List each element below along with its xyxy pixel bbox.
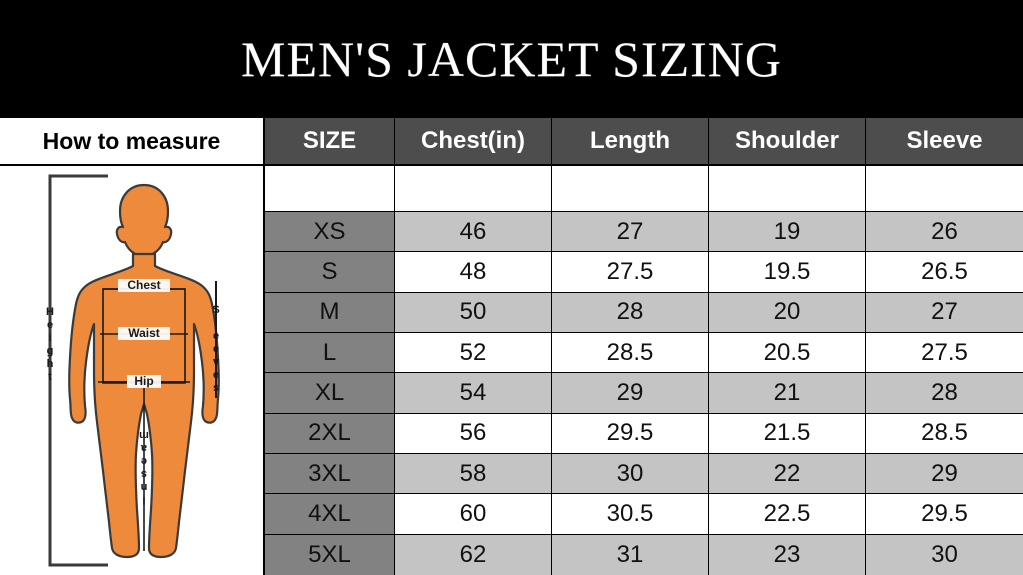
size-cell: L [265,332,395,374]
male-figure-silhouette [68,183,220,559]
inseam-label: Inseam [138,428,150,506]
size-table: How to measure [0,118,1023,575]
sleeve-cell: 28.5 [866,413,1023,454]
how-to-measure-column: How to measure [0,118,265,575]
table-row: 2XL 56 29.5 21.5 28.5 [265,413,1023,454]
spacer-cell [265,166,395,212]
shoulder-cell: 21.5 [709,413,866,454]
column-header-length: Length [552,118,709,166]
shoulder-cell: 21 [709,373,866,414]
shoulder-cell: 19 [709,212,866,253]
shoulder-cell: 22 [709,453,866,495]
length-cell: 31 [552,534,709,575]
size-cell: 3XL [265,453,395,495]
table-row: M 50 28 20 27 [265,292,1023,333]
shoulder-cell: 22.5 [709,494,866,535]
chest-cell: 56 [395,413,552,454]
shoulder-cell: 20.5 [709,332,866,374]
chest-cell: 60 [395,494,552,535]
table-header-row: SIZE Chest(in) Length Shoulder Sleeve [265,118,1023,166]
length-cell: 29 [552,373,709,414]
size-cell: XS [265,212,395,253]
length-cell: 28.5 [552,332,709,374]
length-cell: 30 [552,453,709,495]
hip-label: Hip [134,374,153,388]
table-row: XS 46 27 19 26 [265,212,1023,253]
sleeve-cell: 28 [866,373,1023,414]
size-cell: M [265,292,395,333]
size-cell: 4XL [265,494,395,535]
sleeve-cell: 26 [866,212,1023,253]
how-to-measure-header: How to measure [0,118,263,166]
body-measurement-diagram: Chest Waist Hip [0,166,263,575]
height-label: Height [44,306,56,384]
chest-cell: 58 [395,453,552,495]
column-header-chest: Chest(in) [395,118,552,166]
shoulder-cell: 20 [709,292,866,333]
size-cell: 5XL [265,534,395,575]
title-bar: MEN'S JACKET SIZING [0,0,1023,118]
column-header-shoulder: Shoulder [709,118,866,166]
page-title: MEN'S JACKET SIZING [241,31,782,87]
spacer-cell [866,166,1023,212]
length-cell: 27.5 [552,252,709,293]
length-cell: 28 [552,292,709,333]
table-row: L 52 28.5 20.5 27.5 [265,332,1023,374]
height-bracket [48,174,108,567]
spacer-cell [395,166,552,212]
sleeve-cell: 30 [866,534,1023,575]
sleeve-cell: 29 [866,453,1023,495]
table-row: S 48 27.5 19.5 26.5 [265,252,1023,293]
length-cell: 29.5 [552,413,709,454]
waist-label: Waist [128,326,160,340]
shoulder-cell: 19.5 [709,252,866,293]
length-cell: 30.5 [552,494,709,535]
chest-cell: 54 [395,373,552,414]
spacer-cell [552,166,709,212]
chest-cell: 50 [395,292,552,333]
sleeve-cell: 26.5 [866,252,1023,293]
table-row: 5XL 62 31 23 30 [265,534,1023,575]
table-row: 4XL 60 30.5 22.5 29.5 [265,494,1023,535]
spacer-cell [709,166,866,212]
how-to-measure-body: Chest Waist Hip Height Sleeves Inseam [0,166,263,575]
sleeves-label: Sleeves [210,304,222,395]
column-header-sleeve: Sleeve [866,118,1023,166]
sleeve-cell: 27.5 [866,332,1023,374]
sleeve-cell: 29.5 [866,494,1023,535]
column-header-size: SIZE [265,118,395,166]
length-cell: 27 [552,212,709,253]
chest-label: Chest [127,278,160,292]
shoulder-cell: 23 [709,534,866,575]
chest-cell: 62 [395,534,552,575]
size-cell: 2XL [265,413,395,454]
size-cell: S [265,252,395,293]
chest-cell: 48 [395,252,552,293]
size-cell: XL [265,373,395,414]
chest-cell: 52 [395,332,552,374]
size-grid: SIZE Chest(in) Length Shoulder Sleeve XS… [265,118,1023,575]
table-row: XL 54 29 21 28 [265,373,1023,414]
sleeve-cell: 27 [866,292,1023,333]
spacer-row [265,166,1023,212]
table-row: 3XL 58 30 22 29 [265,453,1023,495]
chest-cell: 46 [395,212,552,253]
